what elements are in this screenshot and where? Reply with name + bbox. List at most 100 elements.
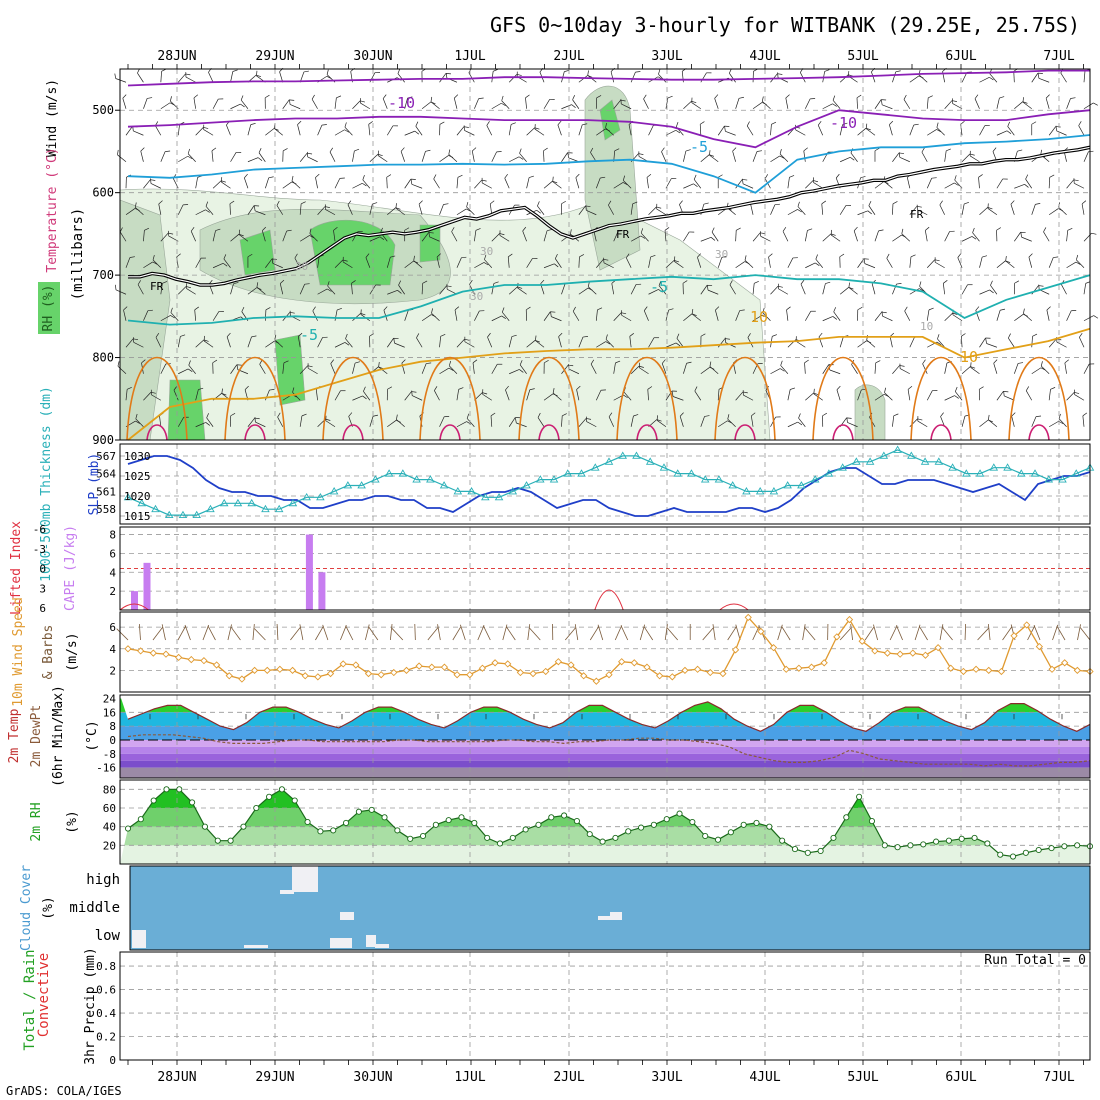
wind-barb (629, 336, 632, 348)
wind-barb (268, 176, 274, 179)
wind-barb (185, 73, 191, 76)
rh-marker (355, 808, 362, 815)
wind-barb (839, 287, 849, 295)
wind-barb (987, 208, 998, 216)
wind-barb (709, 366, 719, 375)
wind-barb (482, 392, 488, 395)
wind-barb (508, 74, 518, 83)
wind-barb (990, 280, 993, 286)
thickness-marker (934, 457, 944, 465)
wind-speed-marker (352, 661, 360, 669)
thickness-marker (632, 451, 641, 459)
wind-barb (1078, 121, 1082, 126)
wind-barb (299, 203, 302, 215)
wind-barb (562, 413, 567, 417)
wind-barb (1013, 71, 1015, 83)
wind-barb (970, 367, 980, 375)
isotherm-minus-10-upper (127, 69, 1090, 87)
wind-barb (626, 253, 630, 259)
thickness-axis-label: 1000-500mb Thickness (dm) (39, 386, 54, 582)
wind-barb (937, 334, 940, 340)
wind-barb (257, 157, 263, 161)
wind-bg (120, 612, 1090, 692)
wind-barb (324, 206, 330, 208)
rh-marker (137, 816, 144, 823)
wind-barb (683, 183, 694, 189)
rh-marker (804, 849, 811, 856)
wind-barb (661, 151, 667, 162)
wind-barb (736, 227, 741, 231)
precip-tick-label: 0.4 (96, 1007, 116, 1020)
wind-barb (147, 97, 153, 99)
wind-barb (345, 338, 353, 348)
cape-bar (318, 572, 326, 610)
wind-barb (703, 202, 709, 205)
surface-wind-barb (735, 624, 741, 641)
wind-barb (1036, 415, 1042, 417)
thickness-marker (797, 481, 806, 489)
thickness-marker (481, 492, 490, 501)
isotherm-plus-15-loop (224, 356, 286, 441)
wind-barb (315, 173, 320, 178)
wind-barb (714, 98, 719, 109)
wind-barb (1064, 359, 1069, 364)
wind-barb (1091, 232, 1097, 235)
surface-wind-barb (529, 627, 541, 641)
thickness-marker (962, 469, 971, 477)
wind-barb (352, 150, 355, 162)
wind-barb (754, 280, 759, 284)
wind-barb (803, 150, 806, 162)
date-label-top: 4JUL (749, 49, 780, 64)
precip-total-axis-label: Total / Rain (22, 949, 38, 1050)
wind-barb (561, 200, 566, 205)
wind-barb (173, 385, 178, 391)
wind-barb (715, 306, 720, 311)
wind-barb (312, 306, 316, 312)
precip-tick-label: 0 (109, 1054, 116, 1067)
wind-speed-marker (314, 673, 322, 681)
wind-barb (386, 338, 394, 348)
wind-barb (815, 254, 818, 260)
wind-barb (979, 419, 989, 428)
wind-barb (453, 97, 458, 109)
wind-barb (878, 229, 884, 232)
temperature-band (120, 739, 1090, 747)
wind-barb (909, 256, 912, 268)
wind-barb (368, 124, 371, 136)
wind-barb (205, 206, 214, 215)
wind-barb (874, 147, 880, 152)
wind-barb (1078, 125, 1085, 136)
wind-barb (934, 261, 945, 269)
wind-barb (982, 255, 988, 258)
surface-wind-barb (477, 625, 485, 641)
wind-barb (865, 127, 871, 131)
wind-barb (717, 257, 723, 268)
wind-barb (1056, 341, 1067, 348)
rh-marker (317, 828, 324, 835)
wind-barb (289, 99, 295, 101)
surface-wind-barb (252, 624, 255, 641)
wind-barb (839, 253, 845, 258)
wind-barb (505, 385, 509, 391)
thickness-tick-label: 561 (96, 485, 116, 498)
isotherm-plus-15-loop (714, 356, 776, 441)
wind-barb (398, 280, 402, 286)
thickness-marker (247, 498, 256, 507)
wind-barb (1025, 390, 1033, 401)
wind-barb (874, 99, 882, 109)
wind-barb (195, 209, 206, 216)
wind-barb (188, 364, 196, 374)
wind-barb (833, 307, 837, 312)
wind-speed-marker (440, 663, 449, 671)
wind-barb (951, 100, 957, 102)
wind-barb (297, 124, 301, 136)
wind-barb (608, 412, 613, 417)
wind-barb (618, 230, 624, 232)
wind-barb (1050, 387, 1056, 390)
wind-barb (974, 94, 979, 99)
wind-barb (979, 207, 988, 216)
wind-barb (955, 391, 963, 401)
wind-barb (1040, 149, 1042, 155)
wind-barb (665, 97, 669, 109)
wind-barb (205, 209, 210, 213)
